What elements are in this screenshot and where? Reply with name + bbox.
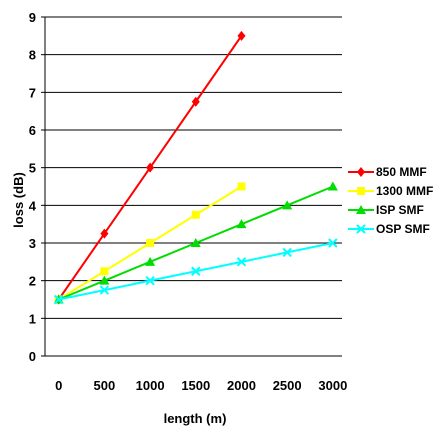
y-tick-label-2: 2 — [29, 274, 36, 289]
x-axis-title: length (m) — [164, 411, 227, 426]
legend-marker-3 — [356, 224, 366, 234]
point-3-6 — [328, 238, 338, 248]
point-3-1 — [99, 285, 110, 295]
point-1-3 — [191, 210, 200, 219]
legend-item-1: 1300 MMF — [348, 184, 433, 198]
y-tick-label-3: 3 — [29, 236, 36, 251]
point-3-2 — [145, 275, 155, 286]
point-0-2 — [146, 162, 155, 173]
y-tick-label-4: 4 — [29, 198, 37, 213]
point-3-5 — [282, 247, 292, 258]
point-3-4 — [236, 257, 247, 267]
legend-label-2: ISP SMF — [376, 203, 424, 217]
x-tick-label-3: 1500 — [181, 378, 210, 393]
point-0-3 — [191, 96, 200, 107]
y-tick-label-7: 7 — [29, 85, 36, 100]
x-tick-label-6: 3000 — [318, 378, 347, 393]
y-tick-label-5: 5 — [29, 161, 36, 176]
point-2-3 — [190, 238, 201, 247]
x-tick-label-5: 2500 — [273, 378, 302, 393]
point-0-4 — [237, 30, 246, 41]
legend-marker-1 — [357, 187, 365, 195]
y-tick-label-1: 1 — [29, 311, 36, 326]
point-3-0 — [54, 294, 64, 305]
y-tick-label-9: 9 — [29, 10, 36, 25]
point-2-1 — [99, 275, 110, 285]
legend-marker-0 — [357, 167, 365, 177]
legend-label-3: OSP SMF — [376, 222, 430, 236]
series-3 — [54, 238, 338, 305]
point-1-2 — [146, 239, 155, 247]
point-2-5 — [282, 200, 293, 210]
x-tick-labels: 0 500 1000 1500 2000 2500 3000 — [55, 378, 347, 393]
point-1-4 — [237, 182, 246, 191]
legend-item-0: 850 MMF — [348, 165, 427, 179]
x-tick-label-4: 2000 — [227, 378, 256, 393]
y-tick-labels: 0 1 2 3 4 5 6 7 8 9 — [29, 10, 37, 364]
point-1-1 — [100, 267, 109, 276]
y-axis-title: loss (dB) — [11, 172, 26, 228]
point-2-2 — [145, 256, 156, 266]
x-tick-label-0: 0 — [55, 378, 62, 393]
y-tick-label-8: 8 — [29, 48, 36, 63]
axes — [41, 16, 342, 357]
x-tick-label-1: 500 — [94, 378, 116, 393]
point-2-6 — [327, 181, 338, 191]
legend: 850 MMF 1300 MMF ISP SMF OSP SMF — [343, 158, 435, 242]
legend-label-0: 850 MMF — [376, 165, 427, 179]
point-3-3 — [191, 266, 201, 276]
legend-label-1: 1300 MMF — [376, 184, 433, 198]
x-tick-label-2: 1000 — [136, 378, 165, 393]
series-group — [53, 30, 338, 305]
gridlines — [45, 16, 342, 319]
legend-item-2: ISP SMF — [348, 203, 424, 217]
y-tick-label-0: 0 — [29, 349, 36, 364]
legend-marker-2 — [356, 205, 366, 214]
point-0-1 — [100, 228, 109, 239]
legend-item-3: OSP SMF — [348, 222, 430, 236]
y-tick-label-6: 6 — [29, 123, 36, 138]
point-2-4 — [236, 219, 247, 229]
